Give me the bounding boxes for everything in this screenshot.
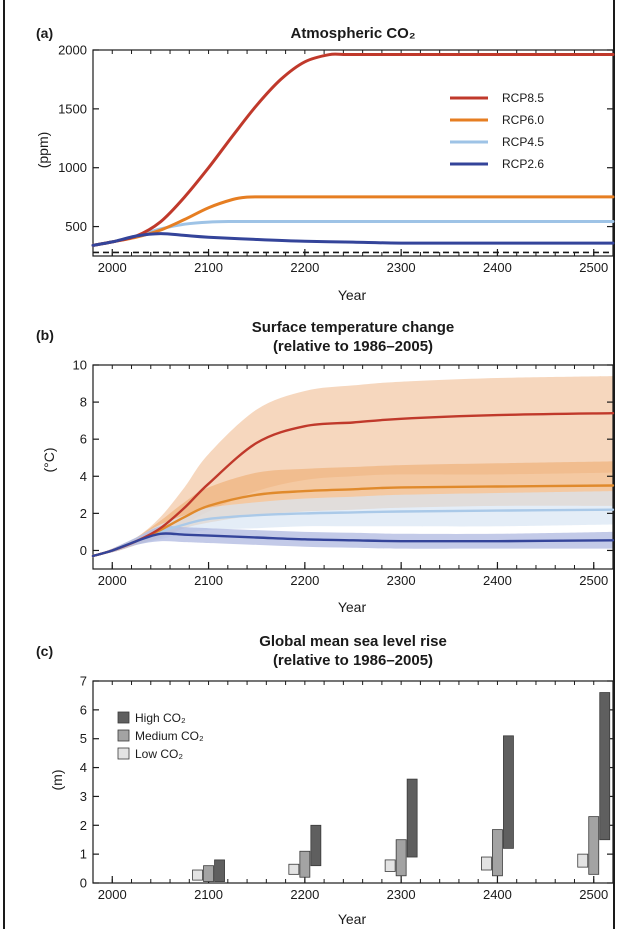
panel-c-sea-level: (c) Global mean sea level rise (relative… — [36, 633, 614, 927]
panel-a-x-tick-label: 2200 — [290, 260, 319, 275]
panel-c-bar-high-2200 — [310, 824, 322, 867]
panel-b-y-tick-label: 2 — [80, 506, 87, 521]
panel-c-bar-low-2400 — [481, 856, 492, 871]
panel-a-y-tick-label: 1000 — [58, 160, 87, 175]
panel-c-bar-medium-2100 — [203, 865, 214, 882]
panel-b-uncertainty-band-rcp45 — [93, 491, 613, 556]
panel-c-y-tick-label: 1 — [80, 847, 87, 862]
panel-a-legend-label: RCP2.6 — [502, 157, 544, 171]
panel-c-x-tick-label: 2400 — [483, 887, 512, 902]
panel-a-x-tick-label: 2100 — [194, 260, 223, 275]
panel-c-legend-swatch — [117, 747, 130, 760]
panel-a-series-line-rcp26 — [91, 232, 615, 247]
panel-a-x-tick-label: 2500 — [579, 260, 608, 275]
panel-a-ylabel: (ppm) — [35, 132, 51, 169]
panel-c-bar-medium-2400 — [492, 829, 503, 877]
panel-a-co2: (a) Atmospheric CO₂ (ppm) Year 2000 2100 2… — [35, 25, 615, 303]
panel-a-x-tick-label: 2400 — [483, 260, 512, 275]
panel-a-legend-label: RCP6.0 — [502, 113, 544, 127]
panel-b-x-tick-label: 2100 — [194, 573, 223, 588]
panel-c-bar-high-2400 — [503, 735, 514, 849]
panel-b-y-tick-label: 6 — [80, 432, 87, 447]
panel-b-y-tick-label: 0 — [80, 543, 87, 558]
panel-c-bar-high-2500 — [599, 692, 611, 841]
panel-b-y-tick-label: 4 — [80, 469, 87, 484]
panel-b-series-line-rcp26 — [91, 532, 615, 558]
panel-c-y-tick-label: 5 — [80, 731, 87, 746]
panel-a-legend-label: RCP4.5 — [502, 135, 544, 149]
panel-b-temperature: (b) Surface temperature change (relative… — [36, 319, 615, 615]
panel-b-y-tick-label: 8 — [80, 395, 87, 410]
panel-c-title: Global mean sea level rise — [259, 633, 447, 650]
panel-c-bar-high-2100 — [214, 859, 225, 882]
panel-c-y-tick-label: 6 — [80, 702, 87, 717]
panel-a-y-tick-label: 500 — [65, 219, 87, 234]
panel-c-ylabel: (m) — [49, 770, 65, 791]
panel-c-y-tick-label: 4 — [80, 760, 87, 775]
panel-c-legend-swatch — [117, 711, 130, 724]
panel-c-bar-medium-2200 — [299, 850, 311, 878]
panel-b-ylabel: (°C) — [41, 447, 57, 472]
panel-c-bar-medium-2300 — [395, 839, 407, 877]
panel-b-y-tick-label: 10 — [73, 358, 87, 373]
panel-c-legend-label: Low CO₂ — [135, 747, 183, 761]
panel-c-legend-label: Medium CO₂ — [135, 729, 204, 743]
panel-b-x-tick-label: 2400 — [483, 573, 512, 588]
panel-a-letter: (a) — [36, 25, 53, 41]
panel-a-xlabel: Year — [338, 287, 367, 303]
panel-c-bar-low-2500 — [577, 853, 589, 868]
panel-c-axes-frame — [92, 680, 614, 884]
panel-c-bar-low-2100 — [192, 869, 203, 881]
panel-a-x-tick-label: 2000 — [98, 260, 127, 275]
panel-c-x-tick-label: 2000 — [98, 887, 127, 902]
panel-b-x-tick-label: 2300 — [387, 573, 416, 588]
panel-b-subtitle: (relative to 1986–2005) — [273, 338, 433, 355]
panel-c-bar-high-2300 — [406, 778, 418, 858]
panel-a-y-tick-label: 1500 — [58, 101, 87, 116]
panel-a-legend-label: RCP8.5 — [502, 91, 544, 105]
panel-b-axes-frame — [92, 364, 614, 570]
panel-c-y-tick-label: 3 — [80, 789, 87, 804]
panel-b-x-tick-label: 2000 — [98, 573, 127, 588]
panel-a-axes-frame — [92, 49, 614, 257]
panel-c-y-tick-label: 2 — [80, 818, 87, 833]
panel-b-x-tick-label: 2200 — [290, 573, 319, 588]
panel-a-series-line-rcp85 — [91, 52, 615, 247]
panel-a-title: Atmospheric CO₂ — [290, 25, 415, 42]
panel-a-y-tick-label: 2000 — [58, 43, 87, 58]
panel-c-plot-area: 2000 2100 2200 2300 2400 2500 0 1 2 3 4 5 6 7 High CO₂… — [80, 674, 614, 902]
panel-b-title: Surface temperature change — [252, 319, 455, 336]
panel-a-x-tick-label: 2300 — [387, 260, 416, 275]
panel-c-x-tick-label: 2100 — [194, 887, 223, 902]
panel-c-y-tick-label: 7 — [80, 674, 87, 689]
panel-c-x-tick-label: 2300 — [387, 887, 416, 902]
panel-c-bar-low-2200 — [288, 863, 300, 875]
panel-c-x-tick-label: 2200 — [290, 887, 319, 902]
panel-b-uncertainty-band-rcp85 — [93, 376, 613, 556]
panel-c-legend-swatch — [117, 729, 130, 742]
panel-c-x-tick-label: 2500 — [579, 887, 608, 902]
panel-c-bar-low-2300 — [384, 859, 396, 872]
panel-c-y-tick-label: 0 — [80, 876, 87, 891]
panel-c-xlabel: Year — [338, 911, 367, 927]
panel-a-plot-area: 2000 2100 2200 2300 2400 2500 500 1000 1500 2000 R… — [58, 43, 615, 275]
panel-b-plot-area: 2000 2100 2200 2300 2400 2500 0 2 4 6 8 10 — [73, 358, 615, 588]
panel-b-letter: (b) — [36, 327, 54, 343]
panel-c-letter: (c) — [36, 643, 53, 659]
panel-c-bar-medium-2500 — [588, 816, 600, 875]
panel-c-legend-label: High CO₂ — [135, 711, 186, 725]
panel-b-x-tick-label: 2500 — [579, 573, 608, 588]
panel-c-subtitle: (relative to 1986–2005) — [273, 652, 433, 669]
panel-b-xlabel: Year — [338, 599, 367, 615]
